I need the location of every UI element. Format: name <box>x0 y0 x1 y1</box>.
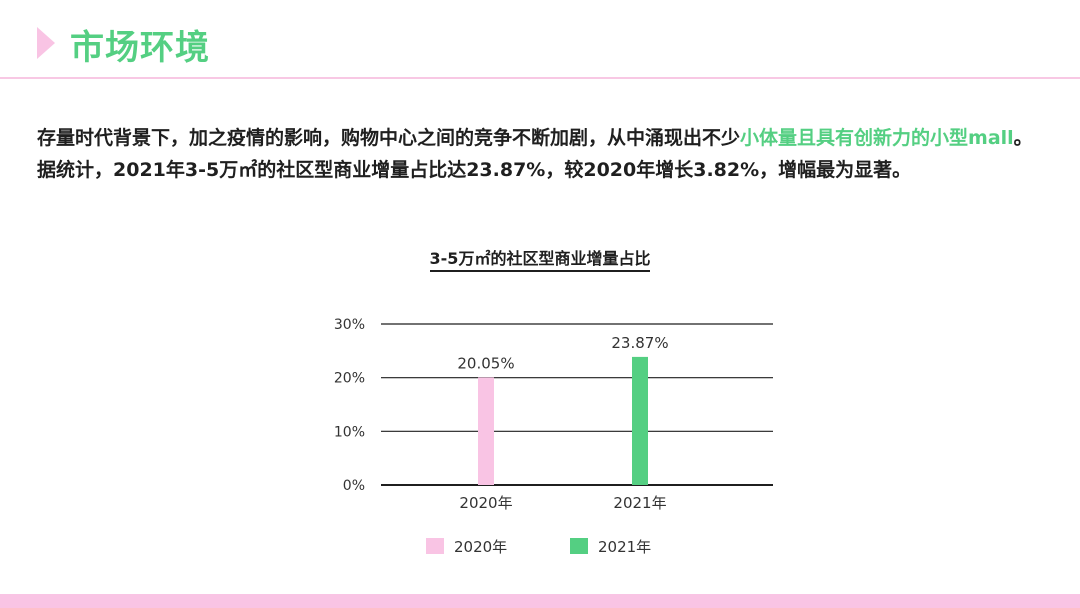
bar <box>632 356 648 485</box>
paragraph-text-1: 存量时代背景下，加之疫情的影响，购物中心之间的竞争不断加剧，从中涌现出不少 <box>37 127 741 149</box>
page-title: 市场环境 <box>70 28 210 68</box>
legend-swatch <box>570 538 588 554</box>
chart-title-text: 3-5万㎡的社区型商业增量占比 <box>429 249 651 272</box>
footer-band <box>0 594 1080 608</box>
y-tick-label: 20% <box>334 371 365 387</box>
legend-swatch <box>426 538 444 554</box>
header-divider <box>0 77 1080 79</box>
legend-label: 2021年 <box>598 538 651 556</box>
data-label: 20.05% <box>457 354 514 372</box>
paragraph-text-2: 。据统计，2021年3-5万㎡的社区型商业增量占比达23.87%，较2020年增… <box>37 127 1033 181</box>
paragraph-highlight: 小体量且具有创新力的小型mall <box>740 127 1014 149</box>
data-label: 23.87% <box>611 334 668 352</box>
bar <box>478 377 494 485</box>
legend-label: 2020年 <box>454 538 507 556</box>
intro-paragraph: 存量时代背景下，加之疫情的影响，购物中心之间的竞争不断加剧，从中涌现出不少小体量… <box>37 122 1047 186</box>
y-tick-label: 30% <box>334 317 365 333</box>
title-arrow-icon <box>37 27 55 59</box>
chart-title: 3-5万㎡的社区型商业增量占比 <box>0 245 1080 272</box>
x-tick-label: 2021年 <box>613 494 666 512</box>
y-tick-label: 10% <box>334 424 365 440</box>
x-tick-label: 2020年 <box>459 494 512 512</box>
y-tick-label: 0% <box>343 478 365 494</box>
header: 市场环境 <box>0 0 1080 80</box>
